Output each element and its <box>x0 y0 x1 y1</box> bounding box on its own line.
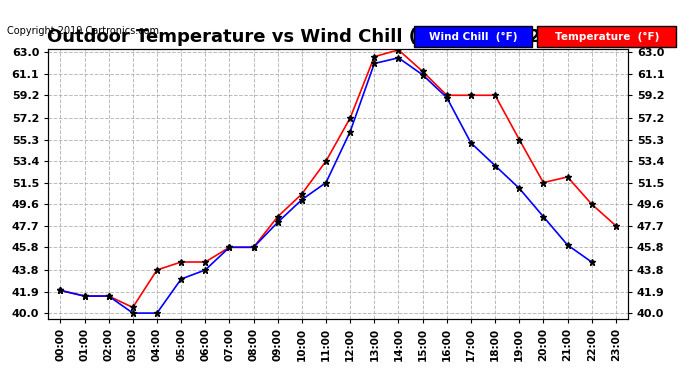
Title: Outdoor Temperature vs Wind Chill (24 Hours)  20191015: Outdoor Temperature vs Wind Chill (24 Ho… <box>48 28 629 46</box>
FancyBboxPatch shape <box>414 26 532 47</box>
FancyBboxPatch shape <box>538 26 676 47</box>
Text: Wind Chill  (°F): Wind Chill (°F) <box>428 32 518 42</box>
Text: Copyright 2019 Cartronics.com: Copyright 2019 Cartronics.com <box>7 26 159 36</box>
Text: Temperature  (°F): Temperature (°F) <box>555 32 659 42</box>
